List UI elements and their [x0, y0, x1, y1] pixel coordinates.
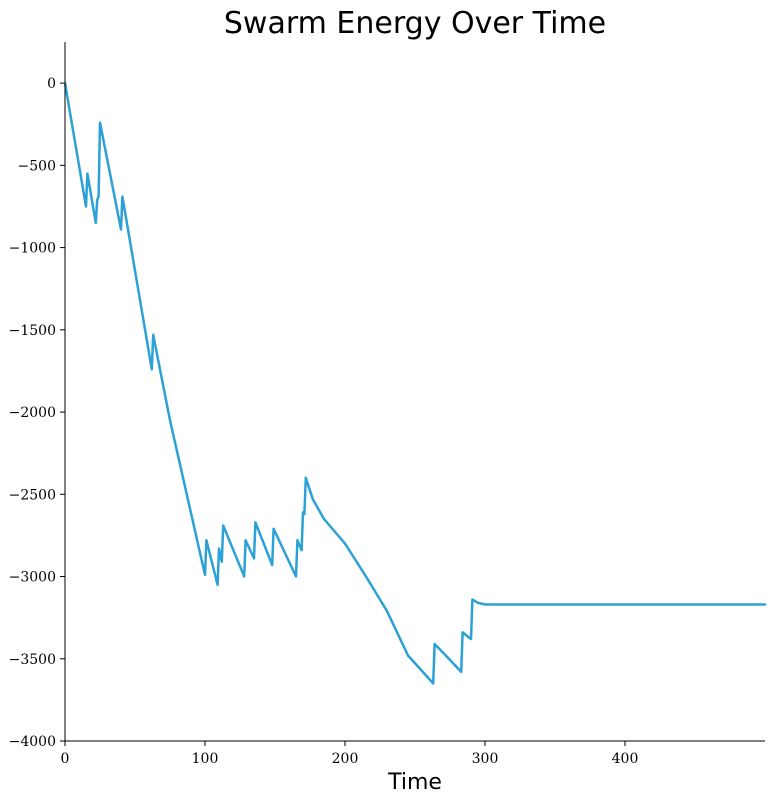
- x-tick-label: 0: [61, 751, 70, 767]
- y-tick-label: −1500: [9, 323, 56, 339]
- x-tick-label: 200: [332, 751, 359, 767]
- y-tick-label: −2500: [9, 487, 56, 503]
- y-tick-label: −3000: [9, 570, 56, 586]
- x-tick-label: 300: [472, 751, 499, 767]
- x-tick-label: 100: [192, 751, 219, 767]
- y-tick-label: −1000: [9, 241, 56, 257]
- plot-area: 0 100 200 300 400 −4000 −3500 −3000 −2500 −2000 −1…: [9, 42, 767, 767]
- chart-title: Swarm Energy Over Time: [224, 6, 606, 41]
- y-tick-label: −3500: [9, 652, 56, 668]
- y-tick-label: −4000: [9, 734, 56, 750]
- y-tick-label: −500: [18, 158, 56, 174]
- x-axis-label: Time: [387, 770, 442, 795]
- y-tick-label: 0: [47, 76, 56, 92]
- ticks-layer: 0 100 200 300 400 −4000 −3500 −3000 −2500 −2000 −1…: [9, 76, 639, 767]
- series-layer: [63, 81, 767, 685]
- x-tick-label: 400: [612, 751, 639, 767]
- y-tick-label: −2000: [9, 405, 56, 421]
- energy-series-line: [63, 81, 767, 685]
